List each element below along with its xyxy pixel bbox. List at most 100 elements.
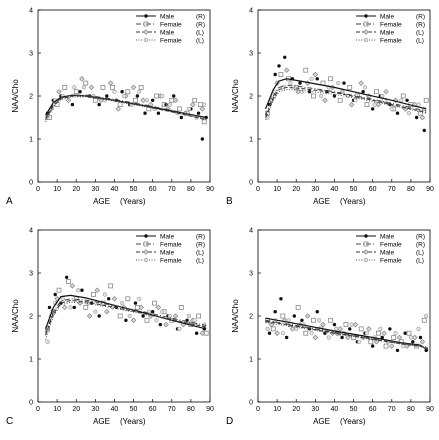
data-point <box>105 94 109 98</box>
data-point <box>323 331 327 335</box>
data-point <box>400 93 406 99</box>
data-point <box>163 321 169 328</box>
data-point <box>194 331 199 335</box>
series-line <box>265 84 427 116</box>
data-point <box>144 14 148 18</box>
data-point <box>64 275 69 279</box>
data-point <box>293 85 299 90</box>
legend-entry: Female <box>160 37 182 44</box>
x-tick-label: 10 <box>53 186 61 193</box>
series-2-points <box>48 283 206 336</box>
data-point <box>79 76 85 82</box>
data-point <box>416 326 421 331</box>
y-tick-label: 4 <box>29 8 33 15</box>
data-point <box>288 80 293 86</box>
data-point <box>307 90 312 94</box>
data-point <box>72 85 77 90</box>
data-point <box>72 305 77 310</box>
data-point <box>117 102 123 107</box>
data-point <box>312 334 319 341</box>
data-point <box>60 296 65 301</box>
data-point <box>56 88 62 95</box>
data-point <box>406 330 412 336</box>
plot-area <box>45 76 208 141</box>
data-point <box>380 335 384 340</box>
data-point <box>199 330 206 336</box>
data-point <box>70 102 75 107</box>
data-point <box>81 85 86 90</box>
data-point <box>363 249 369 255</box>
x-tick-label: 50 <box>350 406 358 413</box>
x-tick-label: 0 <box>36 406 40 413</box>
data-point <box>115 106 121 112</box>
x-tick-label: 70 <box>168 186 176 193</box>
data-point <box>283 55 287 59</box>
data-point <box>299 89 305 94</box>
y-tick-label: 3 <box>249 51 253 58</box>
data-point <box>364 234 368 238</box>
data-point <box>363 241 369 247</box>
chart-panel-c: 0 10 20 30 40 50 60 70 80 90 0 1 2 3 4 AGE (Years) NAA/Ch… <box>6 228 214 428</box>
legend-side: (R) <box>196 13 205 20</box>
data-point <box>348 327 352 331</box>
data-point <box>337 97 343 103</box>
x-tick-label: 30 <box>91 186 99 193</box>
data-point <box>199 106 206 112</box>
data-point <box>160 309 165 314</box>
x-tick-label: 30 <box>311 186 319 193</box>
x-tick-label: 90 <box>206 186 214 193</box>
data-point <box>373 339 380 345</box>
legend-side: (L) <box>416 249 424 256</box>
panel-letter: D <box>226 416 233 427</box>
series-3-points <box>45 85 207 120</box>
data-point <box>121 93 127 99</box>
chart-panel-b: 0 10 20 30 40 50 60 70 80 90 0 1 2 3 4 AGE (Years) NAA/Ch… <box>226 8 434 208</box>
legend-entry: Male <box>160 233 174 240</box>
plot-area <box>265 297 429 353</box>
data-point <box>144 98 150 103</box>
data-point <box>200 137 205 141</box>
data-point <box>364 14 368 18</box>
data-point <box>86 313 93 319</box>
y-tick-label: 2 <box>29 94 33 101</box>
y-tick-label: 4 <box>29 228 33 235</box>
data-point <box>414 115 419 120</box>
y-tick-label: 3 <box>249 271 253 278</box>
series-line <box>265 88 427 120</box>
data-point <box>278 72 284 77</box>
data-point <box>143 241 149 247</box>
data-point <box>53 292 57 297</box>
data-point <box>133 97 138 103</box>
data-point <box>138 304 144 311</box>
data-point <box>280 313 286 319</box>
data-point <box>389 343 395 349</box>
x-tick-label: 10 <box>273 186 281 193</box>
data-point <box>349 322 354 327</box>
data-point <box>309 331 314 336</box>
data-point <box>102 292 107 297</box>
data-point <box>135 94 140 98</box>
data-point <box>192 318 197 323</box>
legend-entry: Female <box>380 37 402 44</box>
data-point <box>124 318 128 322</box>
x-tick-label: 20 <box>292 186 300 193</box>
data-point <box>375 101 382 108</box>
data-point <box>368 339 374 345</box>
data-point <box>391 335 397 340</box>
legend-entry: Male <box>160 249 174 256</box>
x-tick-label: 50 <box>130 406 138 413</box>
data-point <box>370 344 375 348</box>
legend-side: (R) <box>416 241 425 248</box>
plot-area <box>265 55 429 133</box>
data-point <box>111 296 118 302</box>
panel-letter: A <box>6 196 13 207</box>
data-point <box>93 309 98 314</box>
y-axis-title: NAA/Cho <box>11 299 20 333</box>
y-tick-label: 2 <box>29 314 33 321</box>
data-point <box>160 93 165 99</box>
data-point <box>265 326 270 331</box>
data-point <box>363 29 369 35</box>
data-point <box>366 326 372 332</box>
data-point <box>104 308 110 315</box>
data-point <box>304 313 311 319</box>
